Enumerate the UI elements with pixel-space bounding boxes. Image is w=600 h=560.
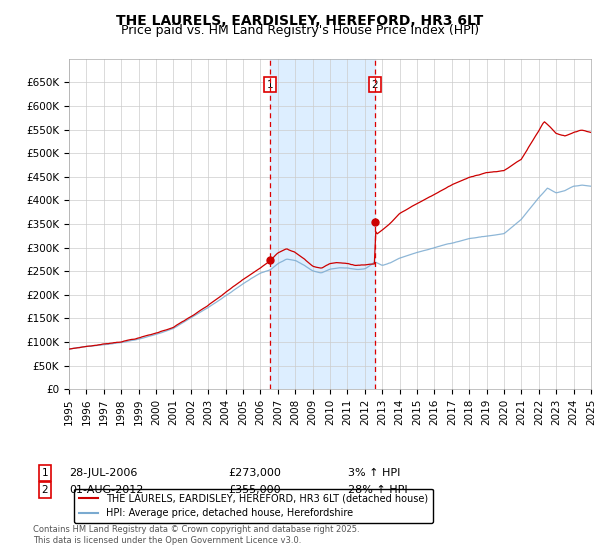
Text: THE LAURELS, EARDISLEY, HEREFORD, HR3 6LT: THE LAURELS, EARDISLEY, HEREFORD, HR3 6L… [116, 14, 484, 28]
Bar [271, 59, 375, 389]
Text: £355,000: £355,000 [228, 485, 281, 495]
Legend: THE LAURELS, EARDISLEY, HEREFORD, HR3 6LT (detached house), HPI: Average price, : THE LAURELS, EARDISLEY, HEREFORD, HR3 6L… [74, 488, 433, 523]
Text: Price paid vs. HM Land Registry's House Price Index (HPI): Price paid vs. HM Land Registry's House … [121, 24, 479, 36]
Text: 28-JUL-2006: 28-JUL-2006 [69, 468, 137, 478]
Text: 2: 2 [41, 485, 49, 495]
Text: 1: 1 [267, 80, 274, 90]
Text: Contains HM Land Registry data © Crown copyright and database right 2025.
This d: Contains HM Land Registry data © Crown c… [33, 525, 359, 545]
Text: 01-AUG-2012: 01-AUG-2012 [69, 485, 143, 495]
Text: 3% ↑ HPI: 3% ↑ HPI [348, 468, 400, 478]
Text: £273,000: £273,000 [228, 468, 281, 478]
Text: 28% ↑ HPI: 28% ↑ HPI [348, 485, 407, 495]
Text: 1: 1 [41, 468, 49, 478]
Text: 2: 2 [371, 80, 378, 90]
